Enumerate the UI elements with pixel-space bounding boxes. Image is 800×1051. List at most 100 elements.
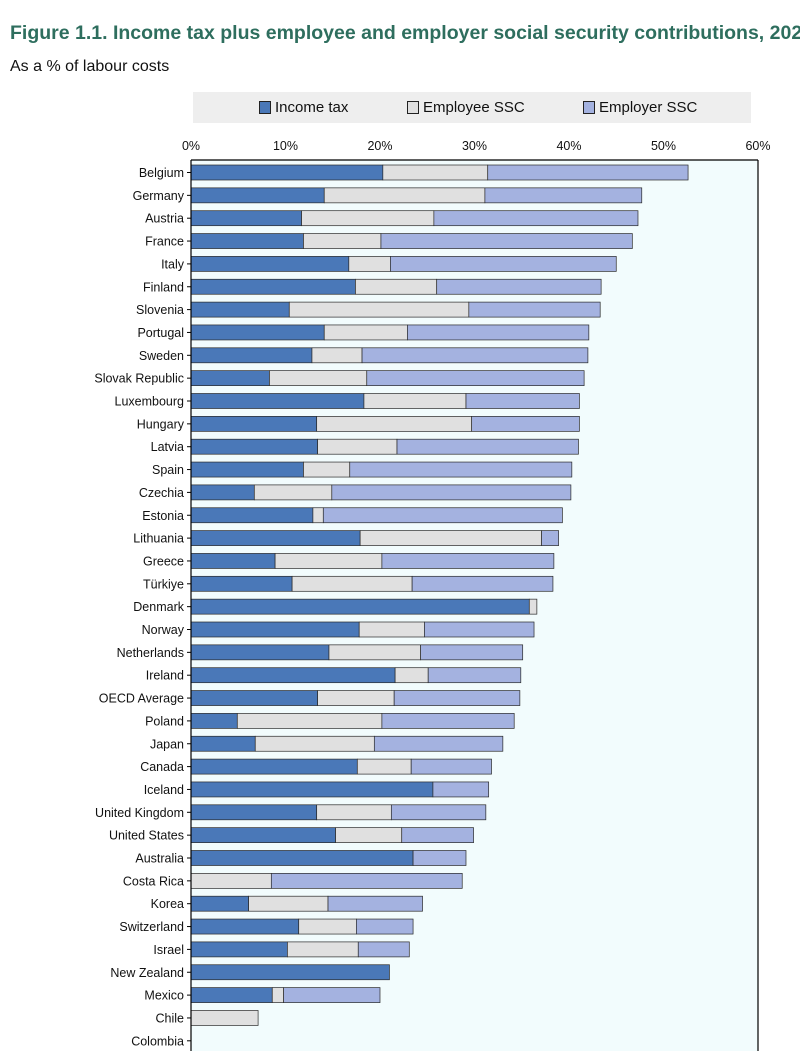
category-label: Portugal bbox=[137, 326, 184, 340]
legend-item-employee-ssc: Employee SSC bbox=[407, 99, 525, 116]
category-label: Poland bbox=[145, 714, 184, 728]
bar-employee-ssc-switzerland bbox=[298, 918, 357, 935]
bar-employee-ssc-canada bbox=[356, 758, 412, 775]
bar-income-tax-latvia bbox=[190, 438, 318, 455]
bar-employee-ssc-mexico bbox=[271, 987, 284, 1003]
category-label: Austria bbox=[145, 212, 184, 226]
bar-employer-ssc-united-states bbox=[401, 827, 474, 844]
category-label: Switzerland bbox=[119, 920, 184, 934]
bar-income-tax-united-kingdom bbox=[190, 804, 318, 821]
bar-employee-ssc-latvia bbox=[317, 438, 398, 455]
category-label: Greece bbox=[143, 554, 184, 568]
category-label: Korea bbox=[151, 897, 184, 911]
bar-income-tax-portugal bbox=[190, 324, 325, 341]
bar-employee-ssc-luxembourg bbox=[363, 393, 467, 409]
bar-employee-ssc-sweden bbox=[311, 347, 363, 364]
category-label: France bbox=[145, 235, 184, 249]
bar-employer-ssc-canada bbox=[410, 758, 492, 775]
bar-employer-ssc-latvia bbox=[396, 438, 579, 455]
x-tick-label: 0% bbox=[182, 139, 200, 153]
bar-income-tax-poland bbox=[190, 713, 238, 729]
bar-employer-ssc-ireland bbox=[427, 667, 522, 684]
category-label: Czechia bbox=[139, 486, 184, 500]
x-tick-label: 50% bbox=[651, 139, 676, 153]
bar-income-tax-finland bbox=[190, 278, 356, 295]
bar-employer-ssc-spain bbox=[349, 461, 573, 478]
bar-income-tax-france bbox=[190, 233, 304, 249]
bar-employer-ssc-lithuania bbox=[541, 530, 559, 546]
bar-employer-ssc-germany bbox=[484, 187, 643, 204]
bar-employee-ssc-poland bbox=[236, 713, 383, 729]
bar-income-tax-turkiye bbox=[190, 575, 293, 592]
bar-employer-ssc-japan bbox=[373, 735, 504, 752]
bar-employee-ssc-korea bbox=[248, 895, 329, 912]
bar-income-tax-slovenia bbox=[190, 301, 290, 318]
bar-income-tax-lithuania bbox=[190, 530, 361, 546]
bar-employer-ssc-poland bbox=[381, 713, 515, 729]
x-tick-label: 60% bbox=[745, 139, 770, 153]
bar-employer-ssc-australia bbox=[412, 850, 467, 866]
bar-income-tax-ireland bbox=[190, 667, 396, 684]
bar-employer-ssc-norway bbox=[424, 621, 535, 638]
legend-label-employee-ssc: Employee SSC bbox=[423, 99, 525, 116]
bar-income-tax-denmark bbox=[190, 598, 530, 615]
category-label: Ireland bbox=[146, 669, 184, 683]
bar-income-tax-new-zealand bbox=[190, 964, 390, 981]
bar-employee-ssc-norway bbox=[358, 621, 425, 638]
bar-employer-ssc-iceland bbox=[432, 781, 490, 798]
bar-employer-ssc-finland bbox=[436, 278, 602, 295]
bar-income-tax-canada bbox=[190, 758, 358, 775]
category-label: Israel bbox=[153, 943, 184, 957]
bar-employee-ssc-denmark bbox=[528, 598, 538, 615]
bar-income-tax-germany bbox=[190, 187, 325, 204]
bar-employer-ssc-italy bbox=[390, 256, 617, 272]
bar-employee-ssc-hungary bbox=[316, 416, 473, 432]
bar-employer-ssc-france bbox=[380, 233, 633, 249]
category-label: Chile bbox=[156, 1011, 185, 1025]
x-tick-label: 30% bbox=[462, 139, 487, 153]
bar-income-tax-mexico bbox=[190, 987, 273, 1003]
x-tick-label: 40% bbox=[556, 139, 581, 153]
bar-income-tax-israel bbox=[190, 941, 288, 958]
bar-income-tax-italy bbox=[190, 256, 350, 272]
category-label: Türkiye bbox=[143, 577, 184, 591]
bar-employer-ssc-slovenia bbox=[468, 301, 601, 318]
category-label: Netherlands bbox=[117, 646, 184, 660]
category-label: Slovak Republic bbox=[94, 372, 184, 386]
bar-employee-ssc-italy bbox=[348, 256, 391, 272]
bar-employee-ssc-costa-rica bbox=[190, 872, 272, 889]
bar-employee-ssc-portugal bbox=[323, 324, 408, 341]
bar-employee-ssc-ireland bbox=[394, 667, 429, 684]
category-label: Iceland bbox=[144, 783, 184, 797]
legend-item-income-tax: Income tax bbox=[259, 99, 348, 116]
category-label: Norway bbox=[142, 623, 185, 637]
bar-employee-ssc-finland bbox=[355, 278, 438, 295]
bar-income-tax-austria bbox=[190, 210, 302, 227]
category-label: Sweden bbox=[139, 349, 184, 363]
bar-employer-ssc-czechia bbox=[331, 484, 572, 501]
bar-employer-ssc-israel bbox=[357, 941, 410, 958]
bar-employee-ssc-japan bbox=[254, 735, 375, 752]
bar-income-tax-sweden bbox=[190, 347, 313, 364]
bar-employer-ssc-korea bbox=[327, 895, 423, 912]
category-label: Colombia bbox=[131, 1034, 184, 1048]
category-label: Lithuania bbox=[133, 532, 184, 546]
legend-label-employer-ssc: Employer SSC bbox=[599, 99, 698, 116]
bar-income-tax-netherlands bbox=[190, 644, 330, 661]
category-label: Germany bbox=[133, 189, 185, 203]
bar-employer-ssc-slovak-republic bbox=[366, 370, 585, 386]
legend-item-employer-ssc: Employer SSC bbox=[583, 99, 697, 116]
bar-employee-ssc-chile bbox=[190, 1010, 259, 1026]
bar-income-tax-spain bbox=[190, 461, 304, 478]
bar-employee-ssc-czechia bbox=[253, 484, 333, 501]
bar-employee-ssc-slovak-republic bbox=[269, 370, 368, 386]
category-label: Slovenia bbox=[136, 303, 184, 317]
bar-employee-ssc-france bbox=[303, 233, 382, 249]
category-label: Latvia bbox=[151, 440, 184, 454]
bar-employee-ssc-estonia bbox=[312, 507, 324, 524]
bar-employer-ssc-portugal bbox=[407, 324, 590, 341]
bar-employee-ssc-greece bbox=[274, 553, 383, 569]
bar-income-tax-australia bbox=[190, 850, 414, 866]
bar-employer-ssc-costa-rica bbox=[270, 872, 463, 889]
